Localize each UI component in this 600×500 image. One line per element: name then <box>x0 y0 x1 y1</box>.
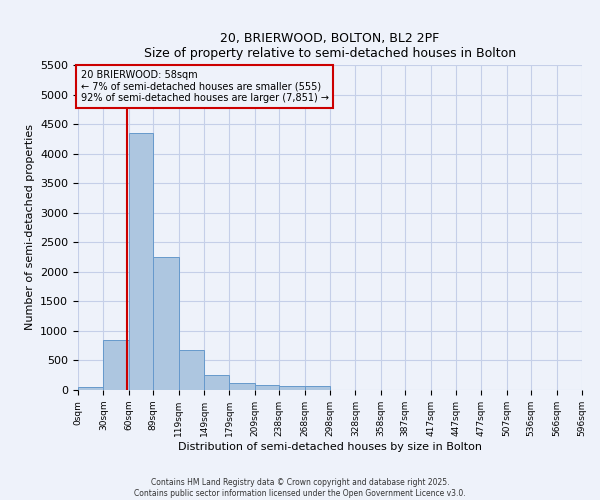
Bar <box>204 375 229 390</box>
Bar <box>255 386 279 390</box>
Y-axis label: Number of semi-detached properties: Number of semi-detached properties <box>25 124 35 330</box>
Title: 20, BRIERWOOD, BOLTON, BL2 2PF
Size of property relative to semi-detached houses: 20, BRIERWOOD, BOLTON, BL2 2PF Size of p… <box>144 32 516 60</box>
Text: Contains HM Land Registry data © Crown copyright and database right 2025.
Contai: Contains HM Land Registry data © Crown c… <box>134 478 466 498</box>
X-axis label: Distribution of semi-detached houses by size in Bolton: Distribution of semi-detached houses by … <box>178 442 482 452</box>
Bar <box>229 383 255 390</box>
Bar <box>305 386 330 390</box>
Bar <box>103 340 129 390</box>
Bar <box>78 387 103 390</box>
Text: 20 BRIERWOOD: 58sqm
← 7% of semi-detached houses are smaller (555)
92% of semi-d: 20 BRIERWOOD: 58sqm ← 7% of semi-detache… <box>80 70 329 103</box>
Bar <box>129 133 153 390</box>
Bar <box>153 257 179 390</box>
Bar <box>179 350 204 390</box>
Bar <box>279 386 305 390</box>
